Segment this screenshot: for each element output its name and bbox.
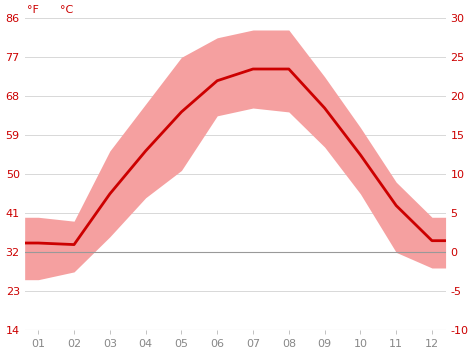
Text: °F: °F <box>27 5 39 15</box>
Text: °C: °C <box>61 5 73 15</box>
